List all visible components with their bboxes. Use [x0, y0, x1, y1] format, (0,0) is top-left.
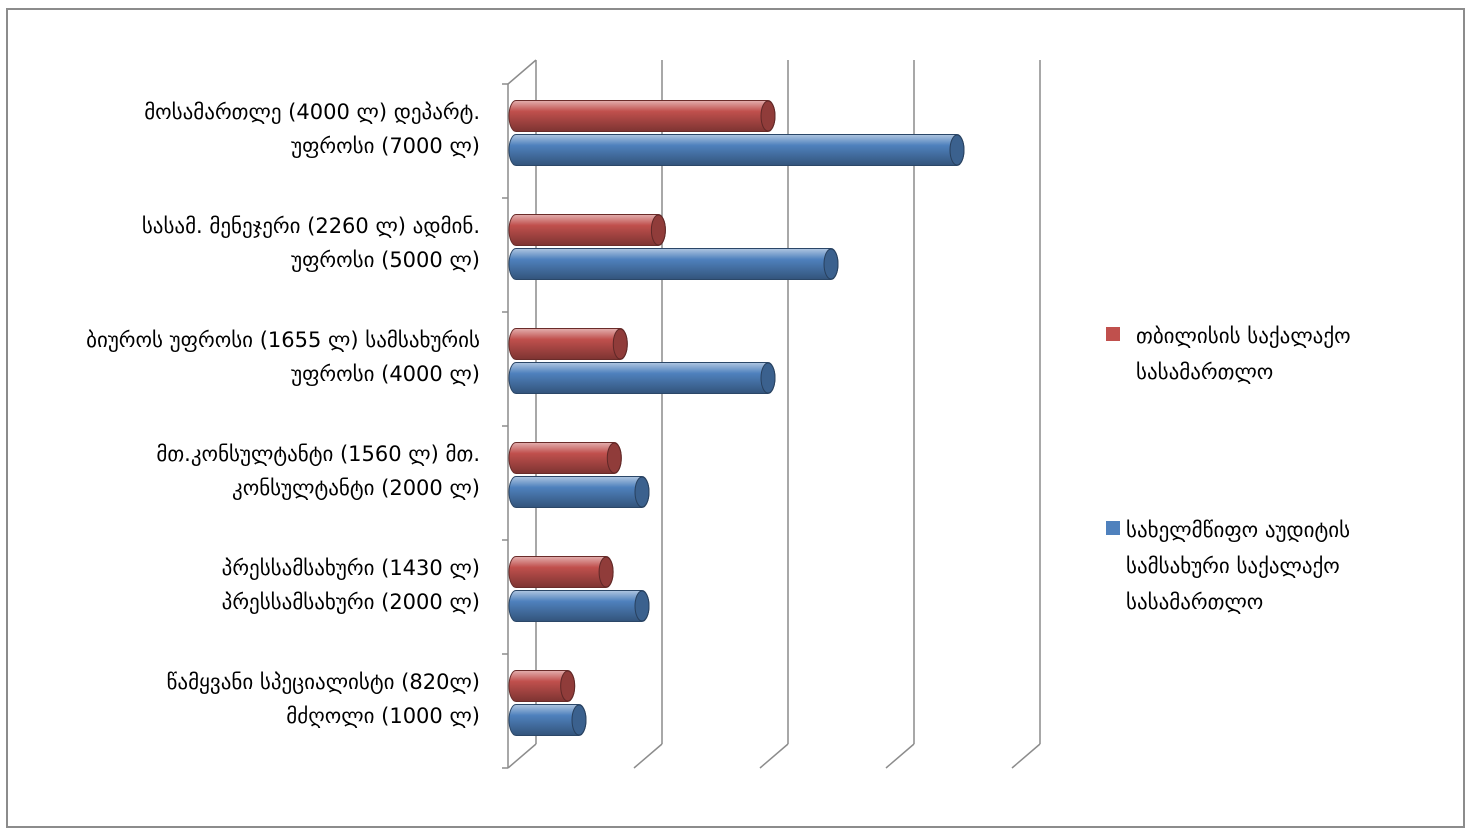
bar-tbilisi — [508, 100, 776, 132]
category-label-line: მოსამართლე (4000 ლ) დეპარტ. — [144, 100, 480, 124]
category-label-line: კონსულტანტი (2000 ლ) — [231, 476, 480, 500]
floor-gridline — [1011, 743, 1041, 769]
category-label-line: ბიუროს უფროსი (1655 ლ) სამსახურის — [86, 328, 480, 352]
y-axis-depth-line — [507, 59, 537, 85]
legend-swatch — [1106, 327, 1120, 341]
bar-audit — [508, 362, 776, 394]
bar-audit — [508, 134, 965, 166]
bar-audit — [508, 590, 650, 622]
floor-gridline — [885, 743, 915, 769]
bar-end-cap — [760, 362, 776, 394]
category-label-line: უფროსი (5000 ლ) — [291, 248, 480, 272]
chart-plot — [502, 59, 1041, 769]
bar-end-cap — [612, 328, 628, 360]
bar-end-cap — [598, 556, 614, 588]
category-label-line: პრესსამსახური (1430 ლ) — [221, 556, 480, 580]
bar-end-cap — [634, 476, 650, 508]
floor-gridline — [507, 743, 537, 769]
chart-frame: მოსამართლე (4000 ლ) დეპარტ. უფროსი (7000 … — [6, 8, 1465, 828]
legend-label: სახელმწიფო აუდიტის სამსახური საქალაქო სა… — [1126, 518, 1351, 614]
bar-end-cap — [760, 100, 776, 132]
bar-end-cap — [560, 670, 576, 702]
category-label-line: პრესსამსახური (2000 ლ) — [221, 590, 480, 614]
legend-swatch — [1106, 521, 1120, 535]
category-label-line: უფროსი (7000 ლ) — [291, 134, 480, 158]
category-label-line: სასამ. მენეჯერი (2260 ლ) ადმინ. — [141, 214, 480, 238]
bar-audit — [508, 248, 839, 280]
category-label-line: უფროსი (4000 ლ) — [291, 362, 480, 386]
bar-tbilisi — [508, 214, 666, 246]
bar-end-cap — [634, 590, 650, 622]
category-label-line: წამყვანი სპეციალისტი (820ლ) — [166, 670, 480, 694]
category-label-line: მძღოლი (1000 ლ) — [286, 704, 480, 728]
legend-label: თბილისის საქალაქო სასამართლო — [1136, 324, 1351, 384]
bar-end-cap — [571, 704, 587, 736]
bar-end-cap — [606, 442, 622, 474]
category-label-line: მთ.კონსულტანტი (1560 ლ) მთ. — [156, 442, 480, 466]
bar-tbilisi — [508, 442, 622, 474]
bar-tbilisi — [508, 556, 614, 588]
bar-audit — [508, 476, 650, 508]
bar-end-cap — [650, 214, 666, 246]
bar-end-cap — [823, 248, 839, 280]
bar-tbilisi — [508, 328, 628, 360]
floor-gridline — [633, 743, 663, 769]
bar-end-cap — [949, 134, 965, 166]
floor-gridline — [759, 743, 789, 769]
